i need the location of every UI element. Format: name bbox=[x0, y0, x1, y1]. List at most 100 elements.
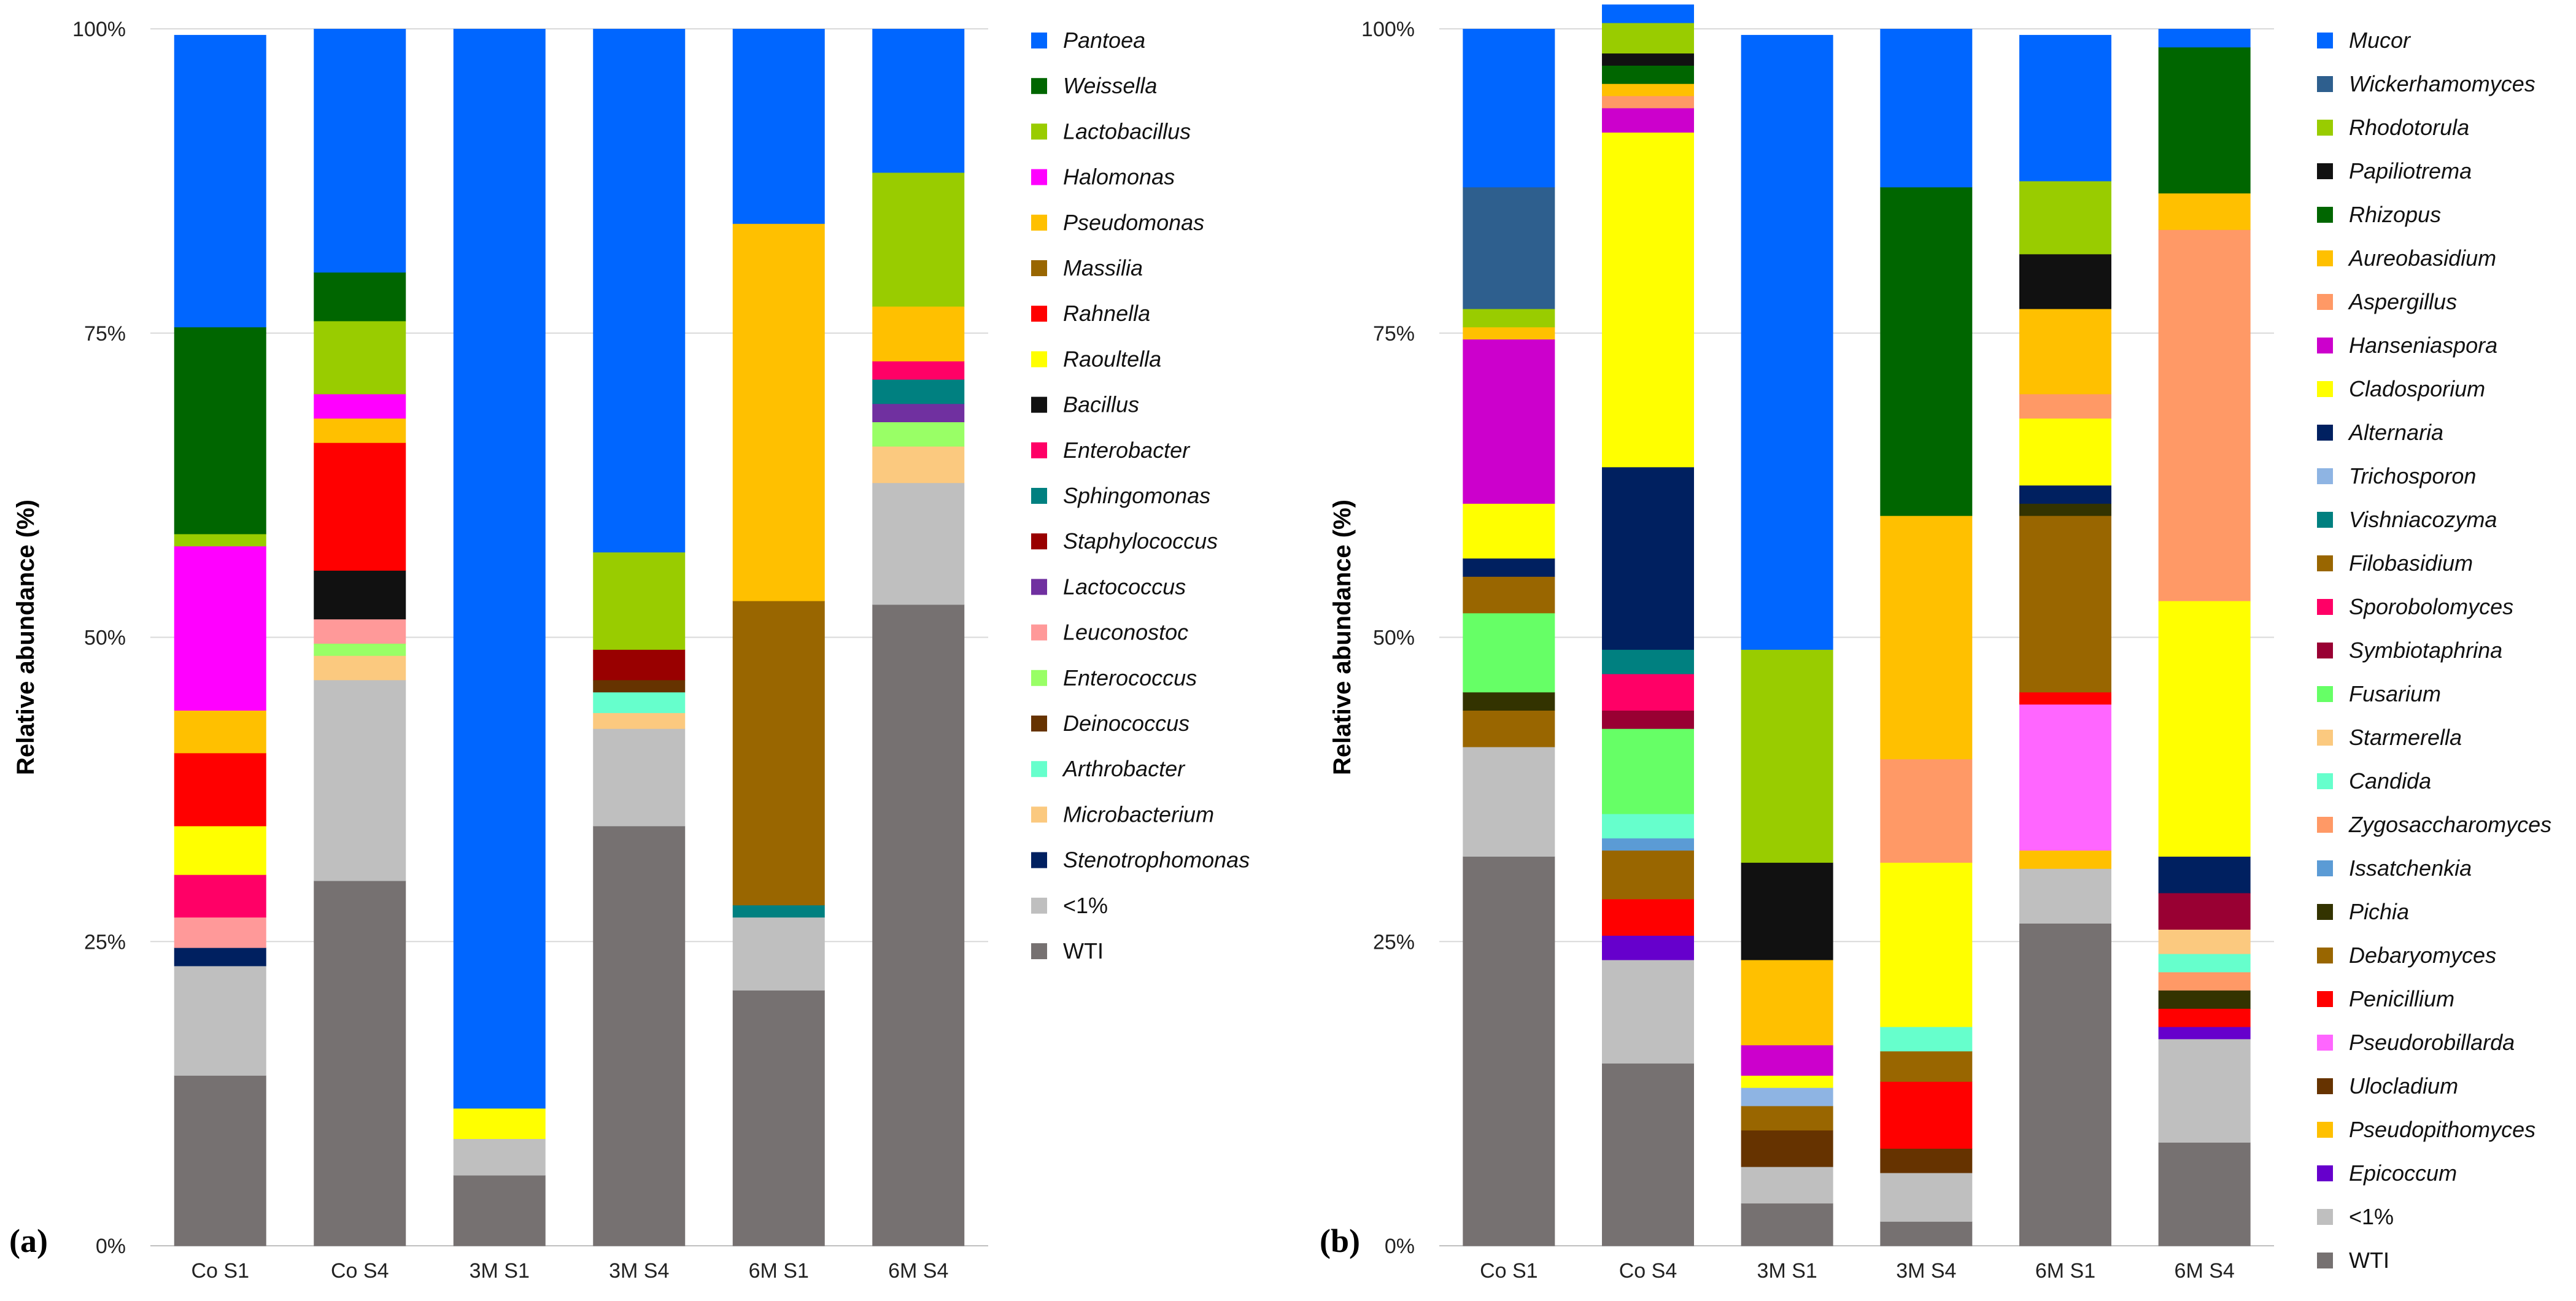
bar-segment bbox=[1880, 29, 1973, 188]
legend-item: Wickerhamomyces bbox=[2317, 71, 2535, 96]
bar-segment bbox=[1741, 1087, 1833, 1106]
bar-segment bbox=[1602, 53, 1694, 66]
legend-swatch bbox=[2317, 817, 2333, 833]
legend-swatch bbox=[2317, 686, 2333, 702]
bar-segment bbox=[453, 1108, 546, 1139]
legend-item: Enterococcus bbox=[1031, 665, 1197, 690]
bar-segment bbox=[2019, 692, 2111, 705]
legend-label: Pseudomonas bbox=[1063, 210, 1204, 235]
bar-segment bbox=[1463, 856, 1555, 1246]
legend-swatch bbox=[1031, 488, 1047, 504]
legend-swatch bbox=[2317, 1078, 2333, 1094]
bar-segment bbox=[2019, 704, 2111, 851]
legend-item: Rhizopus bbox=[2317, 202, 2441, 227]
bar-segment bbox=[732, 223, 825, 601]
bar-segment bbox=[872, 604, 965, 1246]
legend-item: Ulocladium bbox=[2317, 1073, 2458, 1098]
bar-segment bbox=[1602, 83, 1694, 96]
legend-swatch bbox=[1031, 169, 1047, 185]
legend-swatch bbox=[2317, 904, 2333, 920]
legend-item: Rhodotorula bbox=[2317, 115, 2469, 140]
y-tick-label: 100% bbox=[72, 18, 126, 41]
x-category-label: 3M S1 bbox=[470, 1259, 530, 1283]
legend-label: Cladosporium bbox=[2349, 376, 2485, 401]
legend-item: Leuconostoc bbox=[1031, 620, 1188, 645]
bar-segment bbox=[1463, 503, 1555, 559]
legend-item: Trichosporon bbox=[2317, 463, 2476, 488]
y-axis-label: Relative abundance (%) bbox=[1329, 500, 1356, 775]
bar-segment bbox=[2019, 34, 2111, 182]
bar-segment bbox=[2019, 253, 2111, 309]
bar-segment bbox=[2158, 856, 2251, 894]
legend-swatch bbox=[2317, 1209, 2333, 1225]
bar-segment bbox=[314, 619, 406, 644]
legend-item: Pichia bbox=[2317, 899, 2409, 924]
legend-label: WTI bbox=[2349, 1248, 2389, 1273]
bar-segment bbox=[174, 326, 266, 535]
legend-label: Rahnella bbox=[1063, 301, 1150, 326]
legend-item: WTI bbox=[2317, 1248, 2389, 1273]
bar-segment bbox=[174, 965, 266, 1076]
bar-segment bbox=[2019, 309, 2111, 395]
legend-swatch bbox=[2317, 599, 2333, 615]
y-tick-label: 75% bbox=[84, 322, 126, 346]
bar-segment bbox=[872, 379, 965, 404]
legend-label: Raoultella bbox=[1063, 346, 1161, 371]
bar-segment bbox=[1463, 710, 1555, 747]
bar-segment bbox=[1602, 65, 1694, 84]
bar-segment bbox=[872, 403, 965, 423]
bar-segment bbox=[174, 546, 266, 711]
bar-segment bbox=[314, 570, 406, 620]
bar-segment bbox=[872, 446, 965, 484]
legend-item: Zygosaccharomyces bbox=[2317, 812, 2551, 837]
legend-label: Leuconostoc bbox=[1063, 620, 1188, 645]
legend-swatch bbox=[1031, 624, 1047, 641]
legend-label: Arthrobacter bbox=[1062, 756, 1186, 781]
legend-swatch bbox=[1031, 123, 1047, 140]
legend-item: Arthrobacter bbox=[1031, 756, 1186, 781]
bar-segment bbox=[872, 29, 965, 173]
bar-segment bbox=[174, 34, 266, 328]
legend-item: Aureobasidium bbox=[2317, 245, 2496, 271]
bar-segment bbox=[1880, 187, 1973, 516]
legend-swatch bbox=[2317, 1035, 2333, 1051]
legend-label: Debaryomyces bbox=[2349, 943, 2496, 968]
legend-label: Penicillium bbox=[2349, 986, 2454, 1011]
legend-swatch bbox=[2317, 948, 2333, 963]
panel-label: (b) bbox=[1320, 1222, 1360, 1259]
bar-segment bbox=[1880, 862, 1973, 1027]
legend-item: Weissella bbox=[1031, 73, 1157, 98]
legend-label: Sporobolomyces bbox=[2349, 594, 2513, 619]
legend-label: <1% bbox=[1063, 893, 1108, 918]
bar-segment bbox=[1741, 34, 1833, 650]
bar-segment bbox=[174, 1075, 266, 1246]
y-tick-label: 100% bbox=[1361, 18, 1415, 41]
bar-segment bbox=[2158, 1142, 2251, 1246]
bar-segment bbox=[1880, 1051, 1973, 1082]
y-tick-label: 75% bbox=[1373, 322, 1415, 346]
bar-segment bbox=[593, 29, 686, 553]
legend-swatch bbox=[2317, 294, 2333, 310]
legend-label: Rhodotorula bbox=[2349, 115, 2469, 140]
legend-label: Epicoccum bbox=[2349, 1160, 2457, 1186]
legend-item: Enterobacter bbox=[1031, 438, 1191, 463]
legend-label: Filobasidium bbox=[2349, 550, 2473, 576]
bar-segment bbox=[593, 712, 686, 729]
bar-segment bbox=[1463, 309, 1555, 328]
x-category-label: 6M S1 bbox=[2035, 1259, 2095, 1283]
legend-label: Stenotrophomonas bbox=[1063, 847, 1250, 873]
bar-segment bbox=[1602, 728, 1694, 814]
legend-label: Aspergillus bbox=[2348, 289, 2457, 314]
legend-item: Epicoccum bbox=[2317, 1160, 2457, 1186]
bar-segment bbox=[2158, 1038, 2251, 1143]
bar-segment bbox=[174, 825, 266, 875]
legend-swatch bbox=[2317, 120, 2333, 136]
x-category-label: Co S4 bbox=[1619, 1259, 1677, 1283]
legend-swatch bbox=[2317, 1122, 2333, 1138]
bar-segment bbox=[453, 1175, 546, 1246]
bar-segment bbox=[2158, 29, 2251, 48]
legend-label: Microbacterium bbox=[1063, 801, 1214, 827]
bar-segment bbox=[1602, 96, 1694, 109]
legend-label: Pseudopithomyces bbox=[2349, 1117, 2535, 1142]
bar-segment bbox=[2158, 230, 2251, 601]
